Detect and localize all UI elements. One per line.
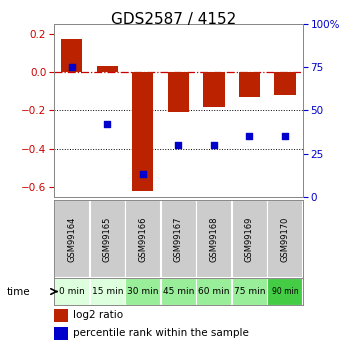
Text: 90 min: 90 min xyxy=(272,287,298,296)
Bar xyxy=(274,72,296,95)
Text: GSM99164: GSM99164 xyxy=(67,216,76,262)
Bar xyxy=(90,278,125,305)
Bar xyxy=(203,72,224,107)
Bar xyxy=(132,72,153,191)
Bar xyxy=(54,309,68,322)
Text: GSM99168: GSM99168 xyxy=(209,216,219,262)
Bar xyxy=(168,72,189,112)
Bar xyxy=(125,200,160,277)
Text: time: time xyxy=(7,287,31,296)
Bar xyxy=(54,200,89,277)
Text: 75 min: 75 min xyxy=(234,287,265,296)
Text: GSM99170: GSM99170 xyxy=(280,216,290,262)
Text: 0 min: 0 min xyxy=(59,287,85,296)
Point xyxy=(69,65,74,70)
Point xyxy=(211,142,217,148)
Bar xyxy=(97,66,118,72)
Bar xyxy=(232,278,267,305)
Text: 30 min: 30 min xyxy=(127,287,159,296)
Bar xyxy=(232,200,267,277)
Text: GSM99165: GSM99165 xyxy=(103,216,112,262)
Text: GSM99166: GSM99166 xyxy=(138,216,147,262)
Text: 45 min: 45 min xyxy=(163,287,194,296)
Bar xyxy=(196,200,231,277)
Bar xyxy=(161,278,196,305)
Text: percentile rank within the sample: percentile rank within the sample xyxy=(73,328,248,338)
Text: GSM99167: GSM99167 xyxy=(174,216,183,262)
Text: 60 min: 60 min xyxy=(198,287,230,296)
Bar xyxy=(196,278,231,305)
Bar xyxy=(54,327,68,339)
Bar xyxy=(267,278,302,305)
Bar xyxy=(239,72,260,97)
Point xyxy=(104,121,110,127)
Point xyxy=(140,171,145,177)
Text: log2 ratio: log2 ratio xyxy=(73,310,123,320)
Bar xyxy=(161,200,196,277)
Bar xyxy=(90,200,125,277)
Point xyxy=(282,134,288,139)
Text: GSM99169: GSM99169 xyxy=(245,216,254,262)
Bar xyxy=(61,39,82,72)
Point xyxy=(175,142,181,148)
Text: GDS2587 / 4152: GDS2587 / 4152 xyxy=(111,12,237,27)
Text: 15 min: 15 min xyxy=(92,287,123,296)
Point xyxy=(247,134,252,139)
Bar xyxy=(54,278,89,305)
Bar xyxy=(125,278,160,305)
Bar xyxy=(267,200,302,277)
